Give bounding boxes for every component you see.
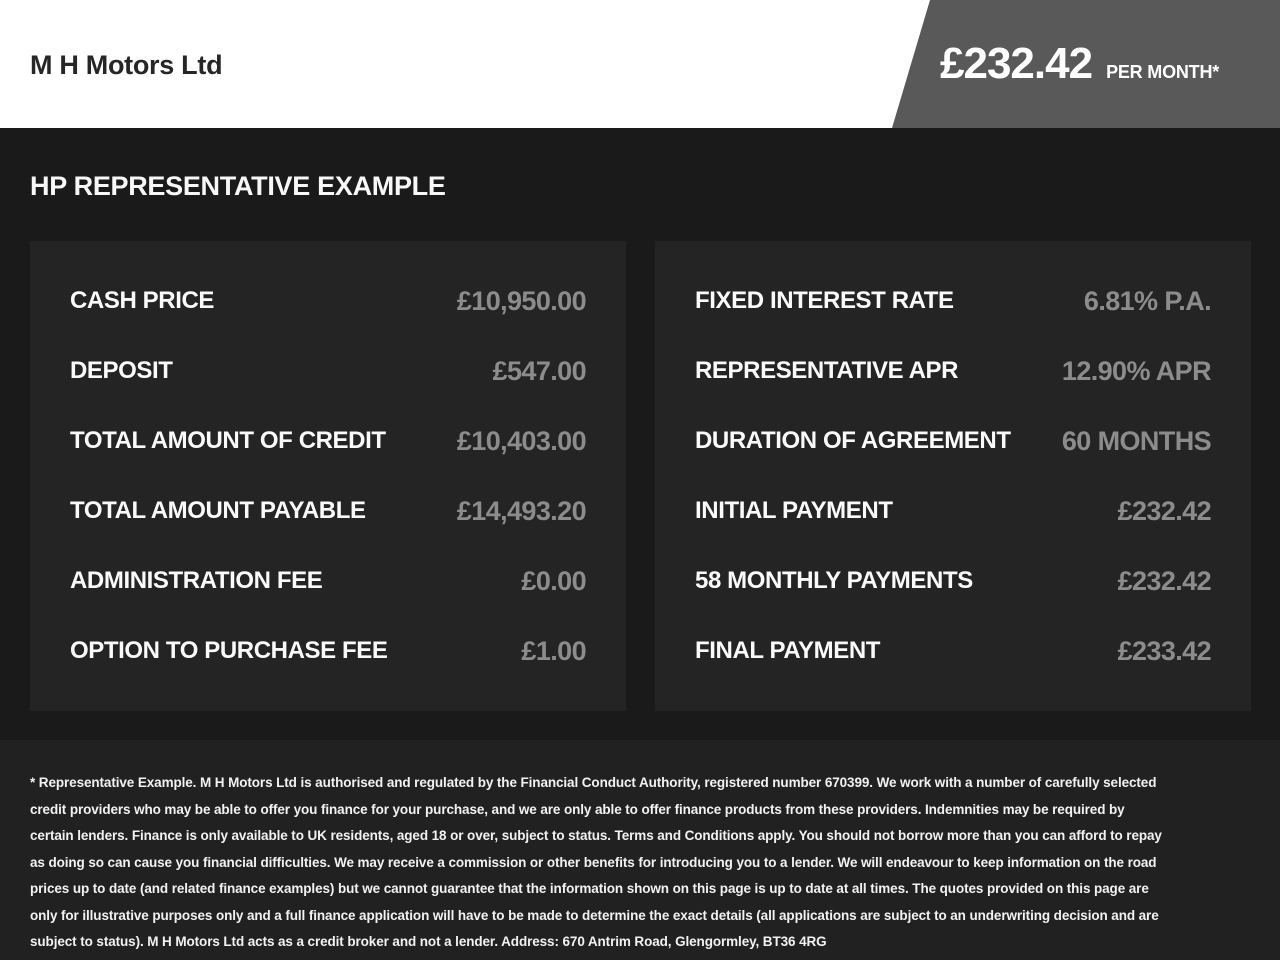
row-label: FINAL PAYMENT: [695, 637, 881, 664]
row-value: £232.42: [1117, 495, 1212, 526]
row-label: TOTAL AMOUNT PAYABLE: [70, 497, 366, 524]
finance-row-cash-price: CASH PRICE £10,950.00: [70, 285, 587, 317]
finance-panel-left: CASH PRICE £10,950.00 DEPOSIT £547.00 TO…: [30, 241, 626, 711]
finance-row-final-payment: FINAL PAYMENT £233.42: [695, 635, 1212, 667]
row-label: 58 MONTHLY PAYMENTS: [695, 567, 973, 594]
row-label: DEPOSIT: [70, 357, 173, 384]
row-label: TOTAL AMOUNT OF CREDIT: [70, 427, 386, 454]
monthly-price: £232.42: [940, 39, 1093, 88]
finance-row-duration: DURATION OF AGREEMENT 60 MONTHS: [695, 425, 1212, 457]
brand-title: M H Motors Ltd: [30, 50, 223, 80]
row-value: 60 MONTHS: [1061, 425, 1212, 456]
row-value: £0.00: [521, 565, 586, 596]
row-label: DURATION OF AGREEMENT: [695, 427, 1011, 454]
row-value: £10,403.00: [456, 425, 587, 456]
legal-disclaimer: * Representative Example. M H Motors Ltd…: [30, 775, 1162, 949]
main-content: HP REPRESENTATIVE EXAMPLE CASH PRICE £10…: [0, 128, 1280, 740]
finance-row-apr: REPRESENTATIVE APR 12.90% APR: [695, 355, 1212, 387]
row-label: REPRESENTATIVE APR: [695, 357, 959, 384]
finance-row-option-fee: OPTION TO PURCHASE FEE £1.00: [70, 635, 587, 667]
row-label: INITIAL PAYMENT: [695, 497, 893, 524]
row-label: CASH PRICE: [70, 287, 215, 314]
row-value: £10,950.00: [456, 285, 587, 316]
finance-row-deposit: DEPOSIT £547.00: [70, 355, 587, 387]
row-label: FIXED INTEREST RATE: [695, 287, 954, 314]
finance-row-total-payable: TOTAL AMOUNT PAYABLE £14,493.20: [70, 495, 587, 527]
monthly-price-badge: £232.42 PER MONTH*: [892, 0, 1280, 128]
finance-row-initial-payment: INITIAL PAYMENT £232.42: [695, 495, 1212, 527]
footer: * Representative Example. M H Motors Ltd…: [0, 740, 1280, 960]
finance-row-monthly-payments: 58 MONTHLY PAYMENTS £232.42: [695, 565, 1212, 597]
page-title: HP REPRESENTATIVE EXAMPLE: [30, 171, 446, 201]
finance-row-admin-fee: ADMINISTRATION FEE £0.00: [70, 565, 587, 597]
row-value: £233.42: [1117, 635, 1212, 666]
row-value: 6.81% P.A.: [1083, 285, 1212, 316]
row-value: £547.00: [492, 355, 587, 386]
finance-panels: CASH PRICE £10,950.00 DEPOSIT £547.00 TO…: [30, 241, 1251, 711]
row-value: 12.90% APR: [1061, 355, 1212, 386]
row-value: £14,493.20: [456, 495, 587, 526]
finance-row-total-credit: TOTAL AMOUNT OF CREDIT £10,403.00: [70, 425, 587, 457]
monthly-price-period: PER MONTH*: [1106, 61, 1220, 82]
header: M H Motors Ltd £232.42 PER MONTH*: [0, 0, 1280, 128]
row-label: OPTION TO PURCHASE FEE: [70, 637, 388, 664]
row-value: £1.00: [521, 635, 586, 666]
finance-row-interest-rate: FIXED INTEREST RATE 6.81% P.A.: [695, 285, 1212, 317]
row-value: £232.42: [1117, 565, 1212, 596]
finance-panel-right: FIXED INTEREST RATE 6.81% P.A. REPRESENT…: [655, 241, 1251, 711]
row-label: ADMINISTRATION FEE: [70, 567, 323, 594]
